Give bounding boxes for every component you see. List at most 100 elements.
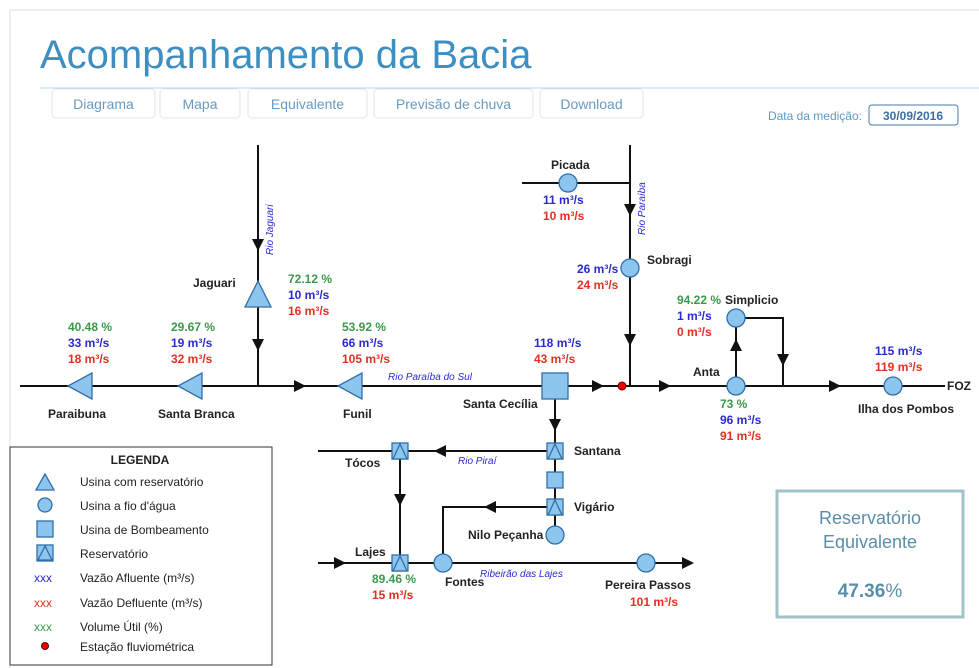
legend-items: Usina com reservatório Usina a fio d'água…: [34, 475, 209, 654]
icon-reservoir-plant: [34, 472, 56, 491]
river-label: Rio Jaguari: [265, 204, 276, 255]
plant-run-of-river: [433, 553, 453, 573]
river-line: [735, 317, 784, 386]
node-value: 15 m³/s: [372, 588, 414, 602]
node-value: 89.46 %: [372, 572, 416, 586]
legend-label: Estação fluviométrica: [80, 640, 194, 654]
node-value: 33 m³/s: [68, 336, 110, 350]
icon-run-of-river: [37, 497, 53, 513]
river-label: Rio Paraíba: [637, 182, 648, 235]
plant-reservoir: [176, 371, 203, 401]
node-label: Picada: [551, 158, 590, 172]
tab-label[interactable]: Diagrama: [73, 96, 134, 112]
plant-pumping: [541, 372, 569, 400]
tab[interactable]: [159, 88, 241, 119]
node-value: 53.92 %: [342, 320, 386, 334]
arrow: [777, 354, 789, 366]
node-value: 66 m³/s: [342, 336, 384, 350]
tab-label[interactable]: Mapa: [182, 96, 217, 112]
tab-label[interactable]: Previsão de chuva: [396, 96, 511, 112]
node-value: 32 m³/s: [171, 352, 213, 366]
gauge-station: [617, 381, 627, 391]
plant-run-of-river: [726, 308, 746, 328]
node-value: 24 m³/s: [577, 278, 619, 292]
tab-label[interactable]: Equivalente: [271, 96, 344, 112]
reservoir: [391, 442, 409, 460]
arrow: [434, 445, 446, 457]
node-value: 29.67 %: [171, 320, 215, 334]
node-value: 118 m³/s: [534, 336, 582, 350]
legend-icons: [34, 472, 56, 650]
node-value: 96 m³/s: [720, 413, 762, 427]
title: Acompanhamento da Bacia: [40, 33, 532, 77]
legend-label: Volume Útil (%): [80, 619, 163, 634]
plant-pumping: [546, 471, 564, 489]
arrow: [624, 204, 636, 216]
legend-label: Vazão Defluente (m³/s): [80, 596, 203, 610]
node-label: Tócos: [345, 456, 381, 470]
node-value: 19 m³/s: [171, 336, 213, 350]
legend-sample: xxx: [34, 596, 52, 610]
node-value: 72.12 %: [288, 272, 332, 286]
river-label: Ribeirão das Lajes: [480, 569, 563, 580]
legend-sample: xxx: [34, 571, 52, 585]
node-label: Santa Cecília: [463, 397, 538, 411]
node-label: Paraibuna: [48, 407, 106, 421]
tab[interactable]: [373, 88, 534, 119]
node-value: 40.48 %: [68, 320, 112, 334]
node-value: 94.22 %: [677, 293, 721, 307]
labels: Paraibuna 40.48 % 33 m³/s 18 m³/s Santa Bran…: [48, 158, 954, 609]
node-value: 18 m³/s: [68, 352, 110, 366]
arrow: [659, 380, 671, 392]
node-value: 43 m³/s: [534, 352, 576, 366]
legend-sample: xxx: [34, 620, 52, 634]
node-value: 115 m³/s: [875, 344, 923, 358]
tab-label[interactable]: Download: [560, 96, 622, 112]
shapes: [66, 173, 903, 573]
plant-reservoir: [66, 371, 93, 401]
icon-pumping: [36, 520, 54, 538]
plant-run-of-river: [726, 376, 746, 396]
node-value: 91 m³/s: [720, 429, 762, 443]
node-value: 11 m³/s: [543, 193, 584, 207]
node-label: Anta: [693, 365, 720, 379]
node-value: 10 m³/s: [543, 209, 585, 223]
arrow: [682, 557, 694, 569]
arrow: [624, 334, 636, 346]
equivalent-box: [775, 489, 965, 619]
plant-run-of-river: [636, 553, 656, 573]
river-line: [442, 506, 555, 563]
tab[interactable]: [51, 88, 156, 119]
arrow: [334, 557, 346, 569]
tabs: Diagrama Mapa Equivalente Previsão de chuva…: [51, 88, 644, 119]
node-value: 0 m³/s: [677, 325, 712, 339]
plant-run-of-river: [545, 525, 565, 545]
node-label: Fontes: [445, 575, 485, 589]
outlet: FOZ: [947, 379, 971, 393]
equivalent-unit: %: [885, 581, 902, 602]
river-label: Rio Piraí: [458, 456, 498, 467]
date-box: [868, 104, 959, 126]
node-label: Santa Branca: [158, 407, 235, 421]
reservoir: [546, 442, 564, 460]
node-label: Ilha dos Pombos: [858, 402, 954, 416]
date-label: Data da medição:: [768, 109, 862, 123]
equivalent-value: 47.36%: [838, 581, 903, 602]
node-label: Jaguari: [193, 276, 236, 290]
icon-station: [41, 642, 49, 650]
plant-run-of-river: [883, 376, 903, 396]
node-value: 105 m³/s: [342, 352, 390, 366]
equivalent-title: Reservatório: [819, 508, 921, 528]
arrow: [484, 501, 496, 513]
node-value: 1 m³/s: [677, 309, 712, 323]
node-label: Lajes: [355, 545, 386, 559]
tab[interactable]: [247, 88, 368, 119]
arrow: [730, 339, 742, 351]
legend-title: LEGENDA: [111, 453, 170, 467]
tab[interactable]: [539, 88, 644, 119]
node-value: 73 %: [720, 397, 748, 411]
legend-label: Reservatório: [80, 547, 148, 561]
node-value: 101 m³/s: [630, 595, 678, 609]
